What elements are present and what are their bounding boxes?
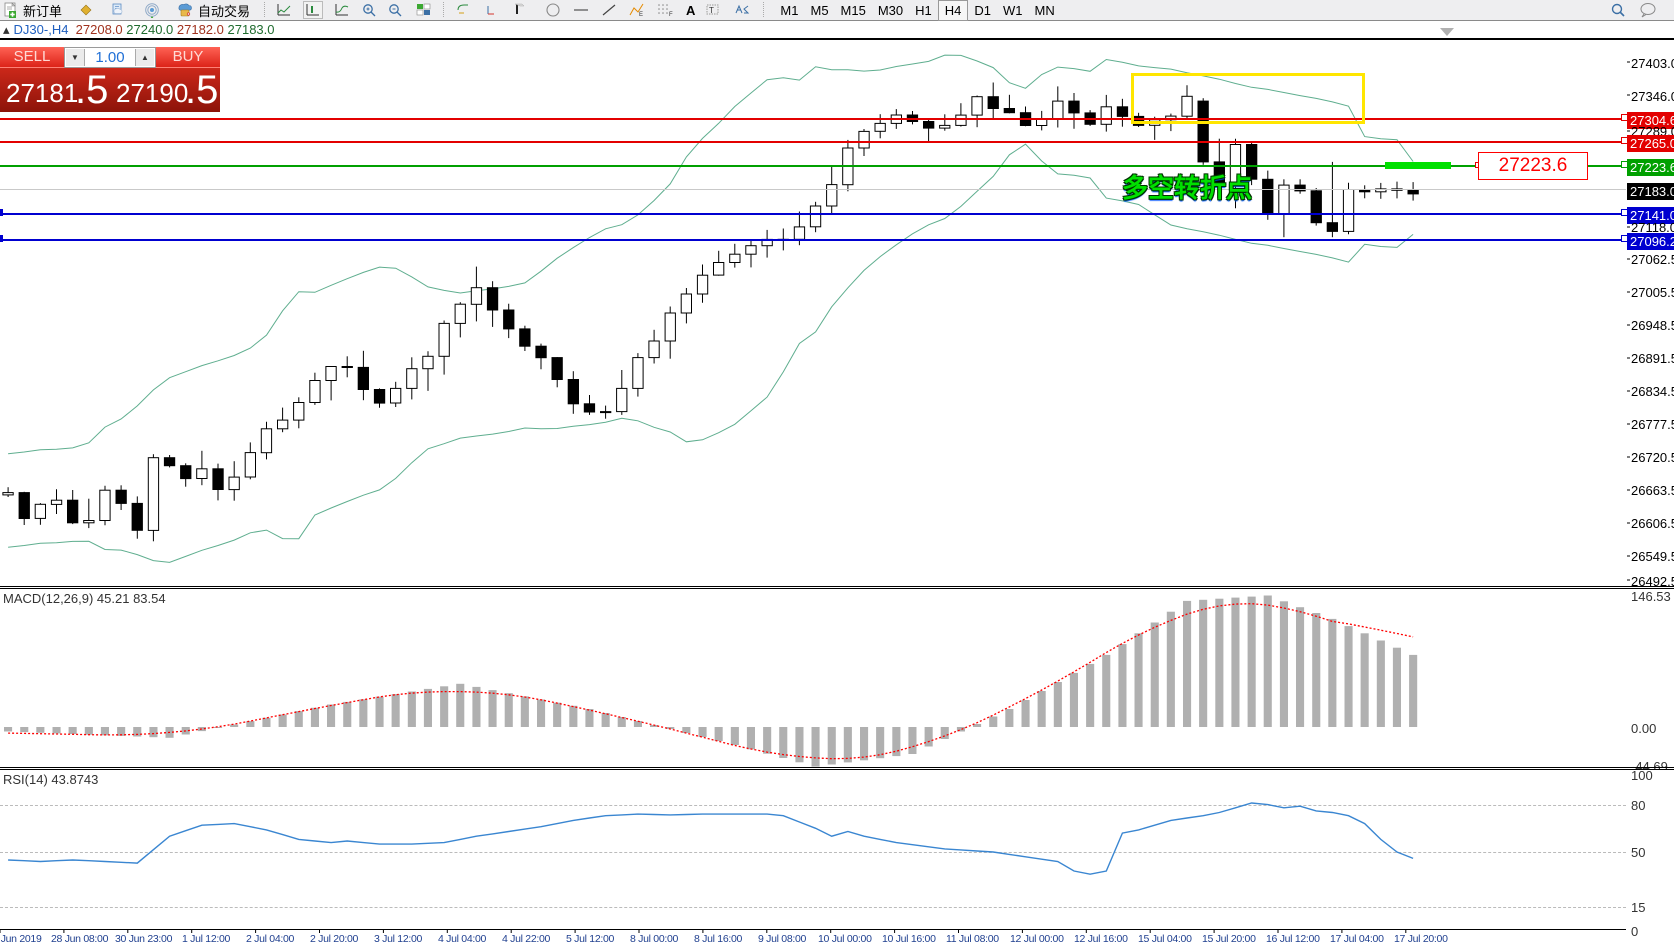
svg-text:E: E xyxy=(639,12,643,18)
svg-text:T: T xyxy=(709,6,714,15)
svg-text:F: F xyxy=(669,12,673,18)
